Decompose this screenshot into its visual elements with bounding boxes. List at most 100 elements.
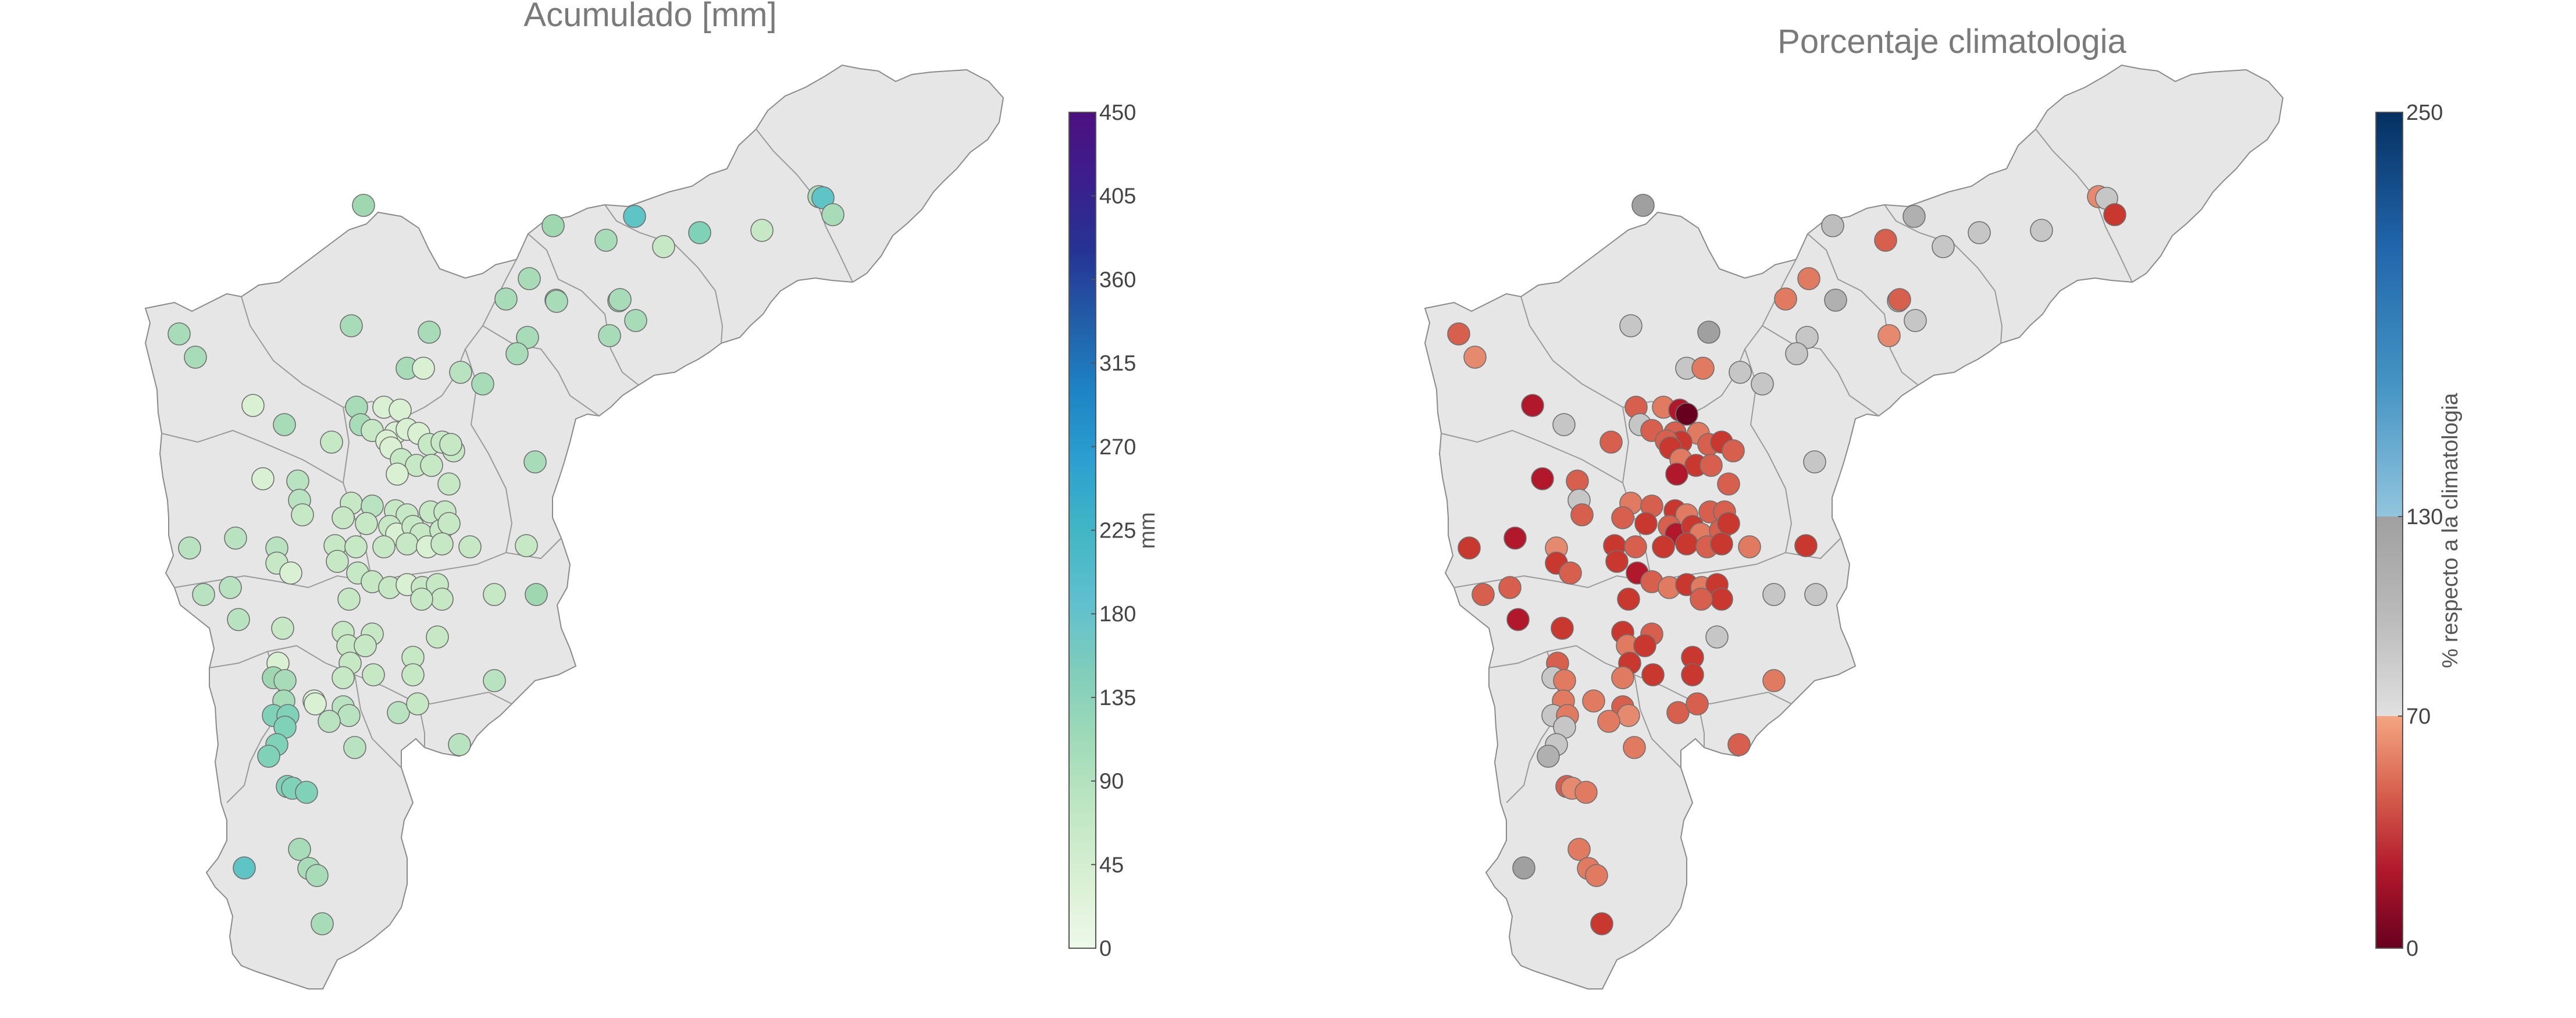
station-marker [426,625,449,649]
colorbar-tick-label: 90 [1099,770,1124,794]
municipality-border [354,674,402,768]
station-marker [545,290,568,313]
station-marker [430,532,454,556]
station-marker [410,588,433,611]
station-marker [401,663,425,686]
station-marker [1551,617,1574,640]
colorbar-tick-label: 315 [1099,351,1136,376]
station-marker [386,462,409,486]
station-marker [344,535,368,558]
colorbar-tick-label: 250 [2406,101,2443,125]
station-marker [483,583,506,606]
station-marker [1567,838,1591,861]
station-marker [1888,288,1911,311]
map-title-climatology: Porcentaje climatologia [1777,23,2126,60]
colorbar-tick-label: 360 [1099,268,1136,292]
colorbar-tick-label: 70 [2406,704,2431,729]
station-marker [750,219,774,242]
station-marker [1582,689,1605,713]
station-marker [1633,634,1656,657]
station-marker [688,221,711,244]
colorbar-tick-label: 225 [1099,519,1136,543]
station-marker [1611,506,1634,529]
station-marker [2103,203,2126,226]
station-marker [420,454,443,477]
station-marker [821,203,845,226]
station-marker [178,536,201,560]
station-marker [352,194,375,217]
municipality-border [241,259,517,420]
station-marker [518,267,541,290]
station-marker [1699,454,1723,477]
station-marker [494,287,518,311]
station-marker [1705,625,1729,649]
station-marker [1821,214,1844,237]
colorbar-tick-label: 135 [1099,686,1136,710]
station-marker [1874,229,1897,252]
station-marker [1617,588,1640,611]
colorbar-tick-label: 45 [1099,853,1124,877]
region-outline [144,64,1004,989]
station-marker [1559,561,1582,585]
station-marker [437,472,461,496]
station-marker [1727,733,1751,756]
colorbar-segment-high [2376,112,2403,517]
station-marker [1652,535,1675,558]
station-marker [340,314,363,337]
station-marker [1585,864,1608,887]
station-marker [624,309,647,332]
climatology-map: 0 70 130 250 % respecto a la climatologia [1424,64,2463,989]
station-marker [318,710,341,733]
station-markers [168,185,845,935]
station-marker [1795,326,1819,349]
station-marker [337,704,361,727]
station-marker [471,372,494,396]
station-marker [1597,710,1620,733]
station-marker [623,205,646,228]
station-marker [449,361,472,384]
station-marker [362,663,385,686]
station-marker [1631,194,1655,217]
colorbar-tick-label: 270 [1099,435,1136,460]
colorbar-climatology: 0 70 130 250 % respecto a la climatologia [2375,101,2463,961]
station-marker [1751,372,1774,396]
station-marker [305,864,329,887]
station-marker [505,342,529,365]
station-marker [1506,608,1530,631]
station-marker [1877,324,1901,347]
station-marker [1611,666,1634,689]
station-marker [1605,550,1629,573]
municipality-border [1520,259,1797,420]
accumulated-map: 0 45 90 135 180 225 270 315 360 405 450 mm [144,64,1160,989]
station-marker [372,535,396,558]
station-marker [1690,588,1713,611]
station-marker [515,534,538,557]
station-marker [1624,535,1647,558]
station-marker [1447,322,1470,346]
station-marker [396,532,419,556]
station-marker [224,526,247,550]
station-marker [1774,287,1797,311]
station-marker [184,346,207,369]
station-marker [320,430,343,454]
station-marker [448,733,471,756]
municipality-border [604,204,724,344]
municipality-border [1634,674,1681,768]
colorbar-ticks: 0 70 130 250 [2398,101,2443,961]
station-marker [273,669,297,692]
station-marker [1762,583,1786,606]
station-marker [1691,357,1715,380]
colorbar-segment-mid [2376,517,2403,716]
colorbar-frame [2375,112,2403,949]
colorbar-tick-label: 0 [2406,937,2418,961]
colorbar-tick-label: 450 [1099,101,1136,125]
station-marker [1521,394,1544,417]
station-marker [1623,736,1646,759]
station-marker [1619,314,1642,337]
municipality-border [161,429,344,483]
station-marker [273,413,296,436]
municipality-border [528,233,639,386]
station-marker [1932,235,1955,258]
accumulated-map-panel: Acumulado [mm] 0 45 90 135 180 225 270 315 360 40… [0,0,1280,1018]
station-marker [1710,588,1733,611]
